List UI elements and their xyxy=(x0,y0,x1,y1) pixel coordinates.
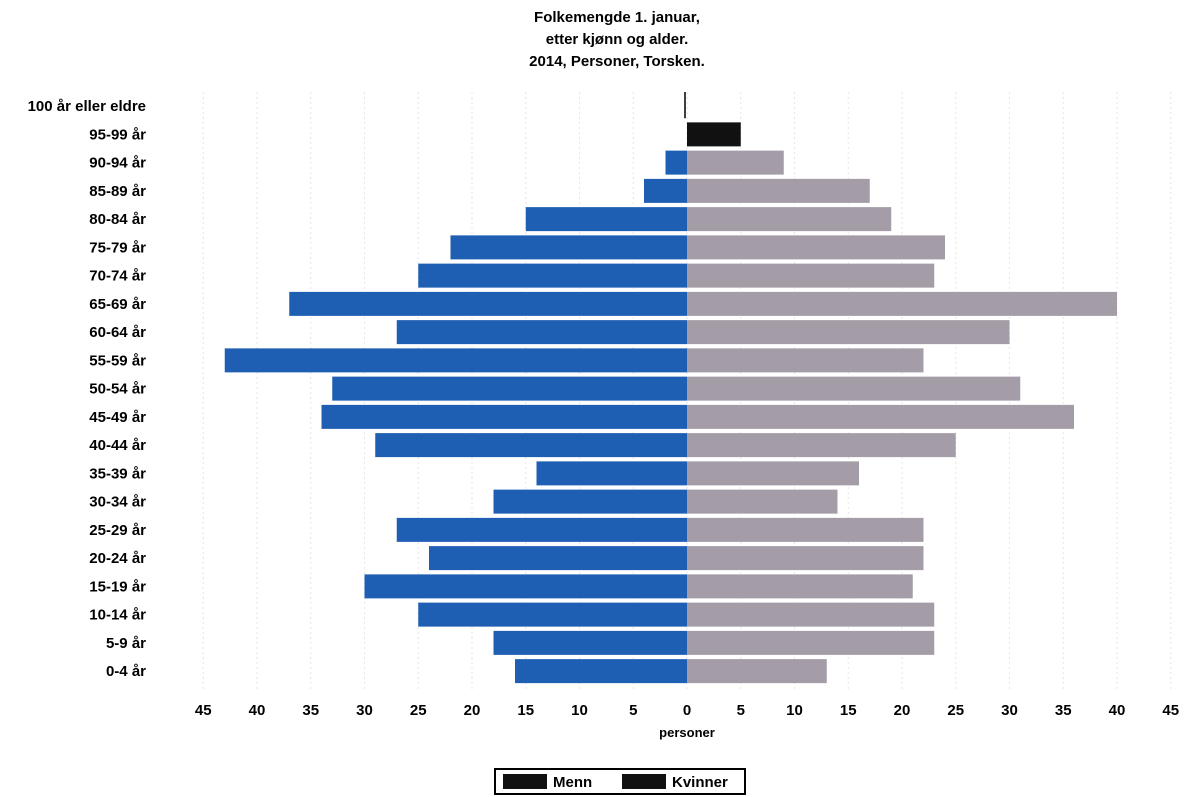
bar-menn xyxy=(644,178,687,203)
bar-kvinner xyxy=(687,630,935,655)
bar-kvinner xyxy=(687,178,870,203)
category-label: 70-74 år xyxy=(89,268,146,285)
category-label: 35-39 år xyxy=(89,465,146,482)
bar-menn xyxy=(224,348,687,373)
category-label: 95-99 år xyxy=(89,126,146,143)
x-tick-label: 20 xyxy=(464,702,481,719)
x-tick-label: 35 xyxy=(1055,702,1072,719)
x-tick-label: 45 xyxy=(1162,702,1179,719)
bar-menn xyxy=(429,546,687,571)
x-tick-label: 10 xyxy=(571,702,588,719)
x-tick-label: 25 xyxy=(947,702,964,719)
x-tick-label: 15 xyxy=(840,702,857,719)
bar-menn xyxy=(396,320,687,345)
bar-menn xyxy=(418,602,687,627)
x-tick-label: 40 xyxy=(249,702,266,719)
bar-kvinner xyxy=(687,574,913,599)
x-tick-label: 10 xyxy=(786,702,803,719)
legend-swatch-menn xyxy=(503,774,547,789)
x-tick-label: 15 xyxy=(517,702,534,719)
x-tick-labels: 45 40 35 30 25 20 15 10 5 0 5 10 15 20 25 30 35 40 45 xyxy=(195,702,1179,719)
bar-kvinner xyxy=(687,348,924,373)
bar-kvinner xyxy=(687,489,838,514)
bar-menn xyxy=(364,574,687,599)
x-tick-label: 0 xyxy=(683,702,691,719)
bar-kvinner xyxy=(687,235,945,260)
category-label: 20-24 år xyxy=(89,550,146,567)
bar-menn xyxy=(493,630,687,655)
category-label: 0-4 år xyxy=(106,663,146,680)
legend-swatch-kvinner xyxy=(622,774,666,789)
x-tick-label: 30 xyxy=(356,702,373,719)
category-label: 40-44 år xyxy=(89,437,146,454)
bar-kvinner xyxy=(687,263,935,288)
legend: Menn Kvinner xyxy=(494,768,746,795)
bar-menn xyxy=(396,517,687,542)
bar-menn xyxy=(525,207,687,232)
category-label: 60-64 år xyxy=(89,324,146,341)
category-label: 30-34 år xyxy=(89,494,146,511)
x-tick-label: 30 xyxy=(1001,702,1018,719)
bar-kvinner xyxy=(687,659,827,684)
bar-menn xyxy=(289,291,687,316)
bar-kvinner xyxy=(687,122,741,147)
chart-title-line-1: Folkemengde 1. januar, xyxy=(534,9,700,26)
bar-kvinner xyxy=(687,376,1021,401)
x-tick-label: 35 xyxy=(302,702,319,719)
bar-kvinner xyxy=(687,517,924,542)
category-label: 90-94 år xyxy=(89,155,146,172)
bar-kvinner xyxy=(687,207,892,232)
bar-menn xyxy=(450,235,687,260)
category-label: 80-84 år xyxy=(89,211,146,228)
x-tick-label: 25 xyxy=(410,702,427,719)
legend-label-kvinner: Kvinner xyxy=(672,774,728,791)
category-label: 50-54 år xyxy=(89,381,146,398)
category-label: 65-69 år xyxy=(89,296,146,313)
category-label: 5-9 år xyxy=(106,635,146,652)
category-labels: 100 år eller eldre 95-99 år 90-94 år 85-89 … xyxy=(28,98,147,680)
x-axis-label: personer xyxy=(659,725,715,740)
x-tick-label: 40 xyxy=(1109,702,1126,719)
bar-menn xyxy=(418,263,687,288)
bar-menn xyxy=(375,433,687,458)
bar-kvinner xyxy=(687,404,1074,429)
x-tick-label: 5 xyxy=(629,702,637,719)
bar-menn xyxy=(332,376,687,401)
x-tick-label: 5 xyxy=(737,702,745,719)
x-tick-label: 20 xyxy=(894,702,911,719)
legend-label-menn: Menn xyxy=(553,774,592,791)
legend-box xyxy=(494,768,746,795)
bar-kvinner xyxy=(687,150,784,175)
x-tick-label: 45 xyxy=(195,702,212,719)
category-label: 85-89 år xyxy=(89,183,146,200)
category-label: 75-79 år xyxy=(89,239,146,256)
bar-kvinner xyxy=(687,320,1010,345)
category-label: 100 år eller eldre xyxy=(28,98,146,115)
category-label: 55-59 år xyxy=(89,352,146,369)
bar-kvinner xyxy=(687,461,859,486)
bar-kvinner xyxy=(687,291,1117,316)
bar-menn xyxy=(515,659,687,684)
bar-kvinner xyxy=(687,602,935,627)
bar-kvinner xyxy=(687,433,956,458)
chart-title-line-3: 2014, Personer, Torsken. xyxy=(529,53,705,70)
chart-title-line-2: etter kjønn og alder. xyxy=(546,31,689,48)
bar-menn xyxy=(536,461,687,486)
bar-menn xyxy=(321,404,687,429)
chart-title: Folkemengde 1. januar, etter kjønn og al… xyxy=(529,9,705,70)
category-label: 25-29 år xyxy=(89,522,146,539)
category-label: 10-14 år xyxy=(89,607,146,624)
category-label: 15-19 år xyxy=(89,578,146,595)
bars xyxy=(224,92,1117,684)
category-label: 45-49 år xyxy=(89,409,146,426)
bar-menn xyxy=(665,150,687,175)
bar-kvinner xyxy=(687,546,924,571)
bar-menn xyxy=(493,489,687,514)
